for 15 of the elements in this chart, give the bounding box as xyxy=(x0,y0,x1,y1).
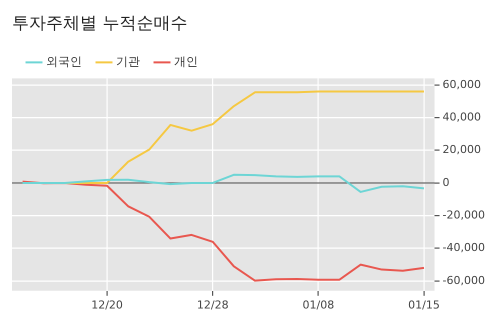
legend-label: 기관 xyxy=(116,54,140,69)
x-tick-label: 12/20 xyxy=(91,298,123,312)
x-tick-label: 12/28 xyxy=(196,298,229,312)
x-tick-label: 01/08 xyxy=(302,298,334,312)
y-tick-label: 0 xyxy=(442,176,450,189)
legend-label: 개인 xyxy=(174,54,198,69)
y-tick-label: -20,000 xyxy=(442,208,486,222)
y-tick-label: 60,000 xyxy=(442,78,482,91)
y-tick-label: 40,000 xyxy=(442,110,482,124)
y-tick-label: -40,000 xyxy=(442,241,486,254)
y-tick-label: -60,000 xyxy=(442,274,486,287)
y-tick-label: 20,000 xyxy=(442,143,482,156)
chart-title: 투자주체별 누적순매수 xyxy=(12,14,188,34)
legend-label: 외국인 xyxy=(46,54,82,69)
x-tick-label: 01/15 xyxy=(408,298,440,312)
